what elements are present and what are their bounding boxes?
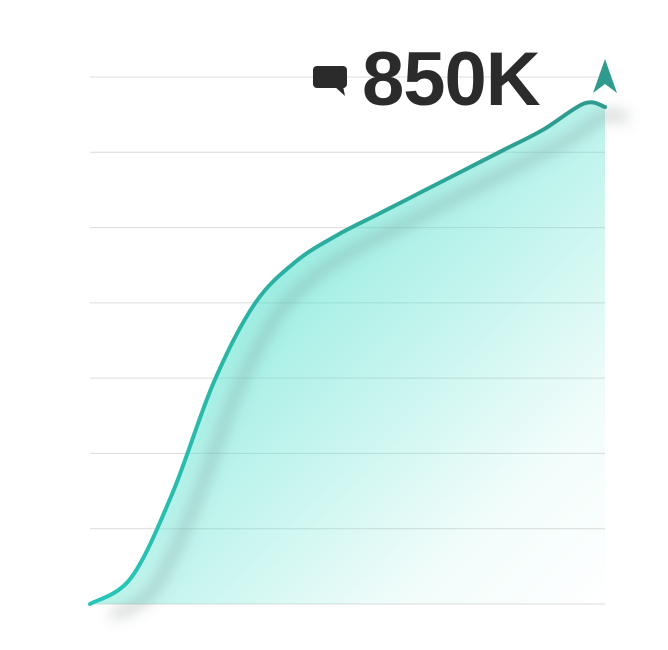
area-fill — [90, 102, 605, 604]
line-shadow — [109, 109, 629, 620]
plot-area — [88, 59, 629, 620]
arrowhead — [593, 59, 617, 93]
comment-icon — [313, 66, 347, 96]
headline-value: 850K — [362, 37, 541, 122]
series-line — [88, 100, 607, 606]
headline: 850K — [312, 37, 541, 122]
